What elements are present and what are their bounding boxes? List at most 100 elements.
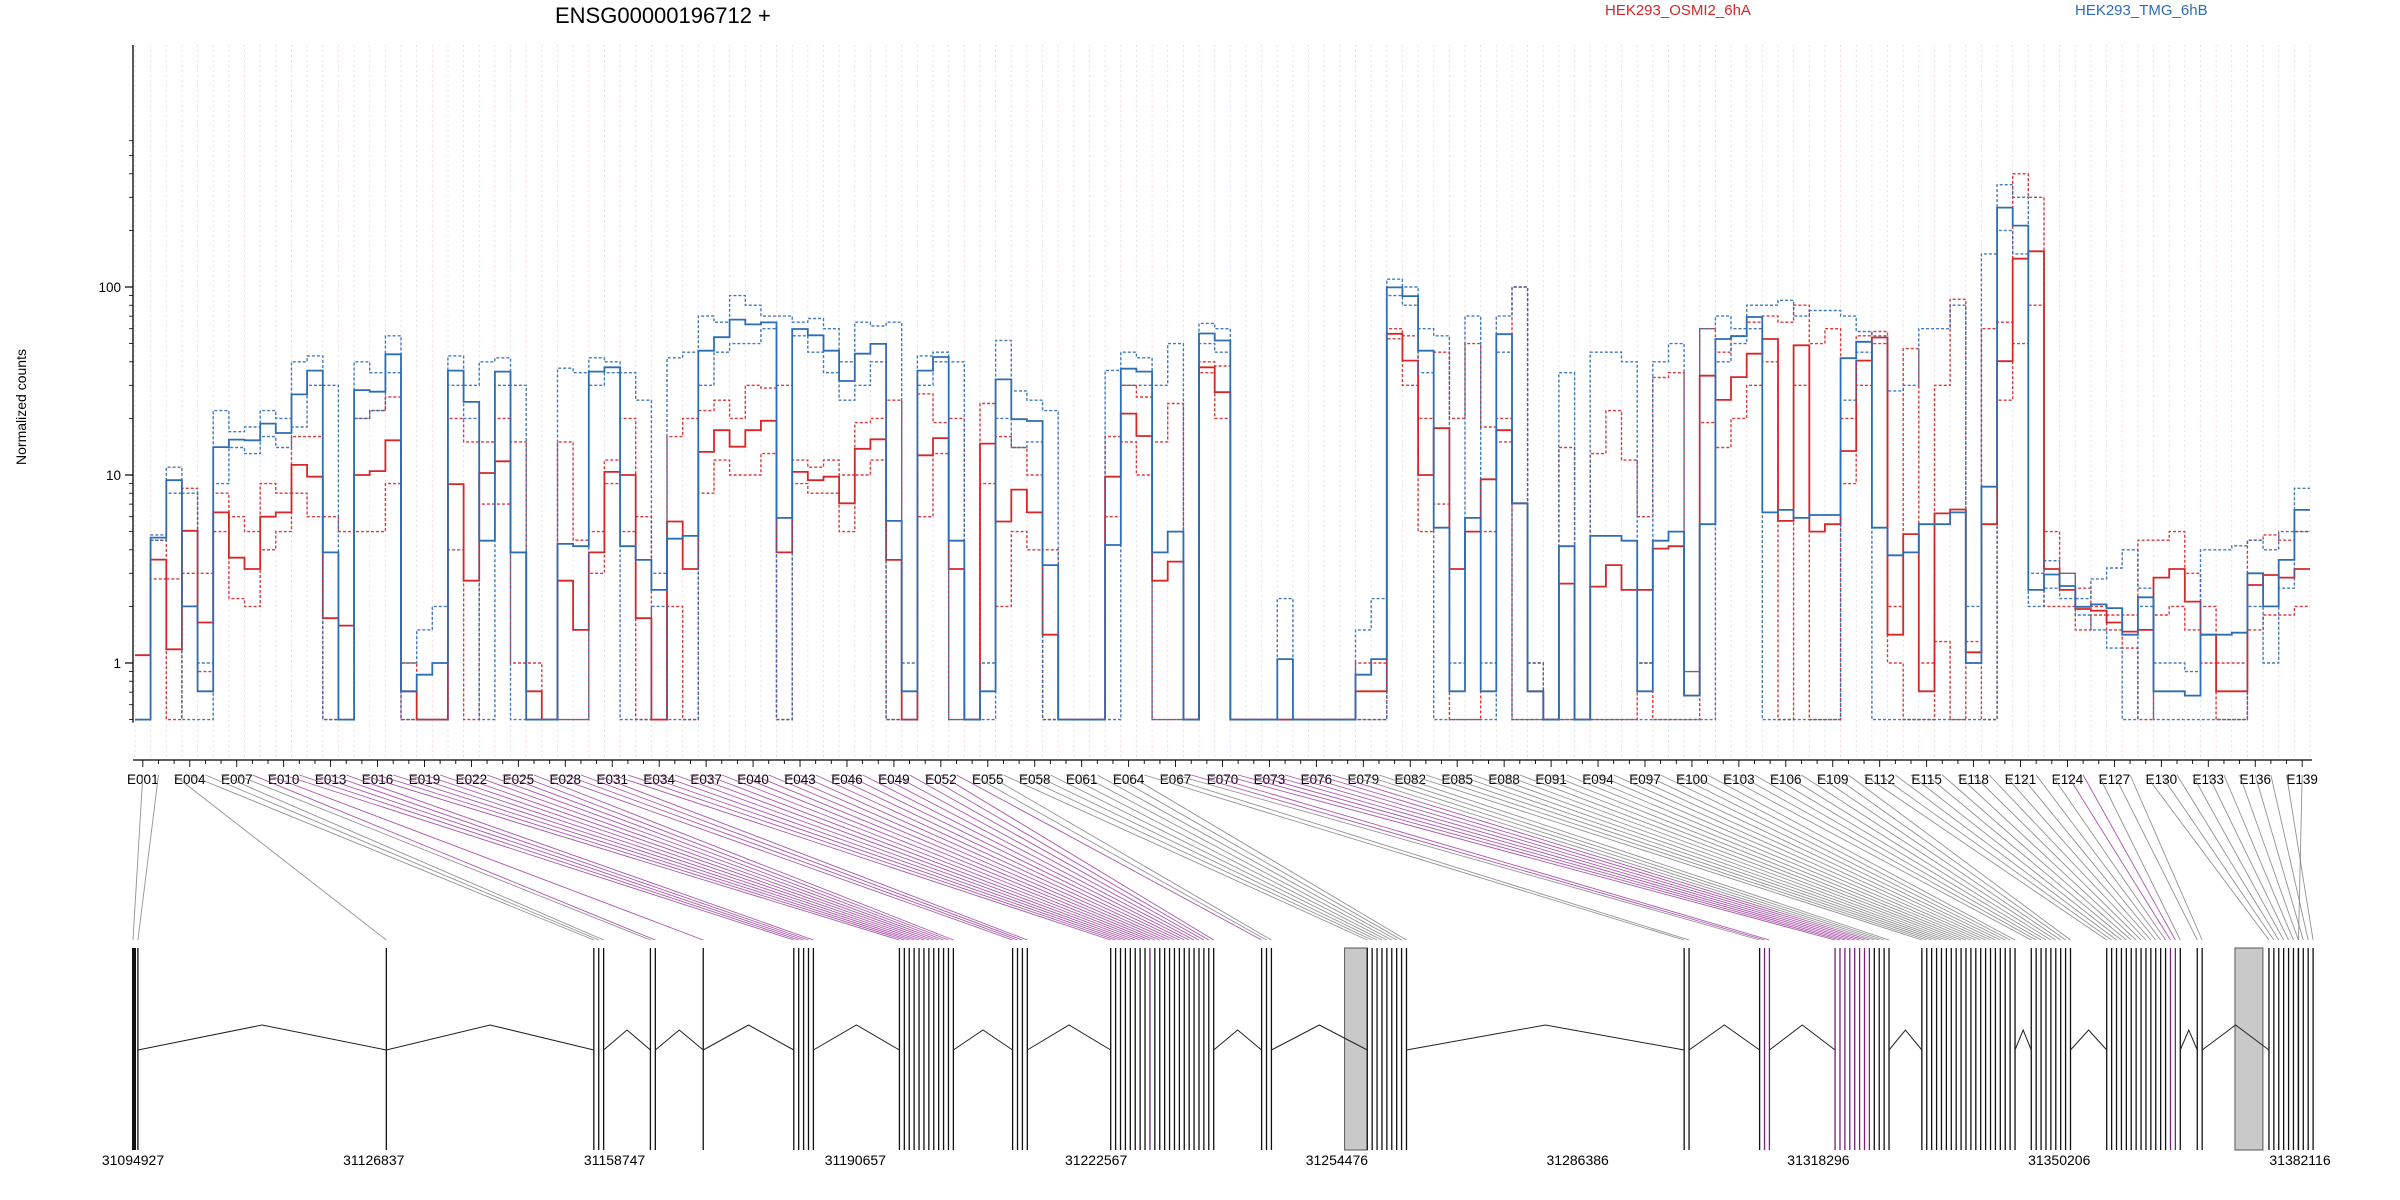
exon-connector (1832, 774, 2066, 941)
exon-connector (1801, 774, 2057, 941)
gene-model (132, 947, 2314, 1151)
exon-connector (2145, 774, 2270, 941)
exon-connector (2160, 774, 2275, 941)
series-1-replicate-high (135, 173, 2310, 721)
exon-connector (2035, 774, 2162, 941)
exon-connector (846, 774, 1185, 941)
exon-connector (2067, 774, 2171, 941)
exon-connector (1253, 774, 1846, 941)
x-tick-label: E004 (174, 772, 206, 787)
exon-connector (737, 774, 1151, 941)
exon-connector (2004, 774, 2152, 941)
exon-connector (1691, 774, 2011, 941)
exon-connector (1550, 774, 1967, 941)
series-1-replicate-low (135, 304, 2310, 721)
x-tick-label: E133 (2193, 772, 2225, 787)
chart-title: ENSG00000196712 + (555, 3, 771, 28)
exon-connector (1425, 774, 1927, 941)
exon-connector (137, 774, 159, 941)
x-tick-label: E043 (784, 772, 816, 787)
exon-connector (752, 774, 1156, 941)
exon-connector (815, 774, 1175, 941)
exon-grid (134, 45, 2311, 760)
exon-connector (612, 774, 1111, 941)
exon-connector (1863, 774, 2107, 941)
y-tick-label: 100 (98, 280, 121, 295)
exon-connector (987, 774, 1272, 941)
exon-connector (267, 774, 704, 941)
intron-line (1769, 1024, 1836, 1051)
exon-connector (2176, 774, 2280, 941)
legend-series-1: HEK293_OSMI2_6hA (1605, 2, 1751, 19)
exon-connector (1707, 774, 2016, 941)
exon-connector (377, 774, 905, 941)
exon-connector (1457, 774, 1937, 941)
exon-connector (721, 774, 1146, 941)
intron-line (813, 1024, 900, 1051)
intron-line (1027, 1024, 1111, 1051)
exon-connector (1848, 774, 2071, 941)
x-tick-label: E010 (268, 772, 300, 787)
intron-line (1888, 1029, 1923, 1051)
exon-connector (2129, 774, 2203, 941)
exon-connector (893, 774, 1200, 941)
exon-connector (471, 774, 934, 941)
genomic-tick-label: 31222567 (1065, 1152, 1128, 1168)
exon-connector (1676, 774, 2006, 941)
exon-connector (299, 774, 799, 941)
exon-connector (1144, 774, 1685, 941)
exon-connector (596, 774, 1028, 941)
genomic-tick-label: 31126837 (343, 1152, 404, 1168)
legend-series-2: HEK293_TMG_6hB (2075, 2, 2208, 19)
intron-line (702, 1024, 795, 1051)
x-tick-label: E019 (409, 772, 441, 787)
x-tick-label: E106 (1770, 772, 1802, 787)
exon-connector (189, 774, 594, 941)
x-tick-label: E115 (1911, 772, 1942, 787)
exon-connector (549, 774, 1013, 941)
x-tick-label: E046 (831, 772, 863, 787)
x-tick-label: E112 (1864, 772, 1895, 787)
exon-connector (1738, 774, 2037, 941)
exon-connector (1613, 774, 1986, 941)
x-tick-label: E103 (1723, 772, 1755, 787)
series-1-mean (135, 250, 2310, 721)
genomic-axis: 31094927 31126837 31158747 31190657 31222567… (102, 1152, 2331, 1168)
exon-connector (1316, 774, 1865, 941)
exon-connector (784, 774, 1165, 941)
x-tick-label: E052 (925, 772, 957, 787)
x-tick-label: E085 (1441, 772, 1473, 787)
genomic-tick-label: 31190657 (825, 1152, 886, 1168)
x-tick-label: E100 (1676, 772, 1708, 787)
exon-connector (1081, 774, 1392, 941)
x-tick-label: E040 (737, 772, 769, 787)
x-tick-label: E049 (878, 772, 910, 787)
x-tick-label: E094 (1582, 772, 1614, 787)
exon-connector (1112, 774, 1402, 941)
exon-connector (408, 774, 915, 941)
exon-connector (1441, 774, 1932, 941)
intron-line (603, 1029, 651, 1051)
y-tick-label: 10 (106, 468, 121, 483)
exon-connector (1331, 774, 1870, 941)
genomic-tick-label: 31286386 (1547, 1152, 1610, 1168)
exon-connector (455, 774, 930, 941)
exon-connector (1910, 774, 2122, 941)
exon-block-shaded (2234, 947, 2264, 1151)
exon-connector (799, 774, 1170, 941)
exon-connector (674, 774, 1131, 941)
exon-connector (486, 774, 939, 941)
exon-connector (1300, 774, 1860, 941)
exon-connector (220, 774, 604, 941)
intron-line (2070, 1029, 2108, 1051)
exon-connector (565, 774, 1018, 941)
exon-connector (1816, 774, 2061, 941)
exon-connector (2051, 774, 2166, 941)
intron-line (2014, 1028, 2032, 1051)
exon-connector (909, 774, 1205, 941)
genomic-tick-label: 31350206 (2028, 1152, 2091, 1168)
exon-connector (1769, 774, 2047, 941)
exon-connector (643, 774, 1121, 941)
exon-connector (768, 774, 1160, 941)
exon-connector (1660, 774, 2001, 941)
